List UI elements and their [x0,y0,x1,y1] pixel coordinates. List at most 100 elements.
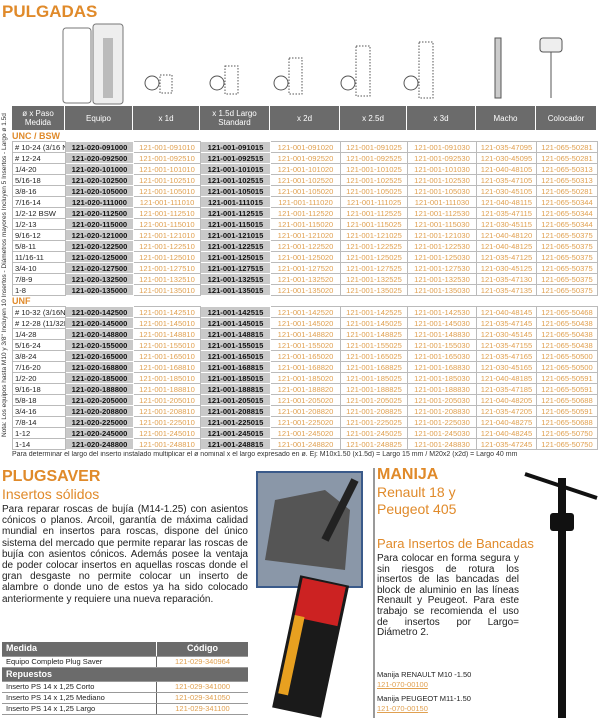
table-row: Inserto PS 14 x 1,25 Mediano 121-029-3410… [2,692,248,704]
insert-3d-image [403,41,434,99]
part-code-macho: 121-030-45145 [476,328,537,340]
part-code-1-5d: 121-001-101015 [200,163,271,175]
manija-renault-code: 121-070-00100 [377,680,428,689]
part-code-macho: 121-040-48185 [476,372,537,384]
part-code-2d: 121-001-092520 [270,152,341,164]
part-code-macho: 121-030-45165 [476,361,537,373]
part-code-equipo: 121-020-245000 [65,427,134,439]
part-code-2d: 121-001-188820 [270,383,341,395]
part-code-2d: 121-001-208820 [270,405,341,417]
part-code-1-5d: 121-001-188815 [200,383,271,395]
part-code-macho: 121-035-47130 [476,273,537,285]
part-code-2-5d: 121-001-115025 [340,218,408,230]
thread-size: 5/16-18 [12,174,66,186]
part-code-2-5d: 121-001-168825 [340,361,408,373]
table-row: # 12-28 (11/32NF)121-020-145000121-001-1… [12,317,598,329]
part-code-3d: 121-001-205030 [407,394,477,406]
unf-table: # 10-32 (3/16NF)121-020-142500121-001-14… [12,306,598,450]
part-code-1-5d: 121-001-165015 [200,350,271,362]
part-code-3d: 121-001-185030 [407,372,477,384]
part-code-2d: 121-001-115020 [270,218,341,230]
part-code-1d: 121-001-155010 [133,339,201,351]
part-code-macho: 121-035-47135 [476,284,537,296]
part-code-2-5d: 121-001-165025 [340,350,408,362]
t-handle-image [524,472,598,718]
part-code-colocador: 121-065-50375 [536,284,598,296]
part-code-2-5d: 121-001-091025 [340,141,408,153]
part-code-colocador: 121-065-50438 [536,328,598,340]
table-row: 1/2-12 BSW 121-020-112500 121-001-112510 12… [12,207,598,219]
part-code-equipo: 121-020-091000 [65,141,134,153]
part-code-2-5d: 121-001-145025 [340,317,408,329]
part-code-colocador: 121-065-50500 [536,350,598,362]
part-code-3d: 121-001-111030 [407,196,477,208]
part-code-3d: 121-001-248830 [407,438,477,450]
spare-code: 121-029-341050 [155,692,248,704]
table-row: 1-8 121-020-135000 121-001-135010 121-001-1… [12,284,598,296]
thread-size: 5/8-18 [12,394,66,406]
part-code-equipo: 121-020-092500 [65,152,134,164]
part-code-2d: 121-001-205020 [270,394,341,406]
part-code-3d: 121-001-208830 [407,405,477,417]
part-code-2-5d: 121-001-142525 [340,306,408,318]
part-code-colocador: 121-065-50375 [536,251,598,263]
thread-size: 1/2-20 [12,372,66,384]
part-code-3d: 121-001-145030 [407,317,477,329]
spares-label: Repuestos [2,667,248,682]
thread-size: # 12-28 (11/32NF) [12,317,66,329]
spare-name: Inserto PS 14 x 1,25 Largo [2,703,157,715]
part-code-colocador: 121-065-50344 [536,218,598,230]
thread-size: 7/8-9 [12,273,66,285]
part-code-2-5d: 121-001-125025 [340,251,408,263]
part-code-equipo: 121-020-105000 [65,185,134,197]
thread-size: 1/2-13 [12,218,66,230]
part-code-1-5d: 121-001-245015 [200,427,271,439]
part-code-2d: 121-001-121020 [270,229,341,241]
thread-size: 1-14 [12,438,66,450]
table-row: Inserto PS 14 x 1,25 Corto 121-029-341000 [2,681,248,693]
part-code-colocador: 121-065-50750 [536,427,598,439]
thread-size: 11/16-11 [12,251,66,263]
thread-size: # 10-32 (3/16NF) [12,306,66,318]
part-code-1d: 121-001-092510 [133,152,201,164]
table-row: 5/16-24 121-020-155000 121-001-155010 121-0… [12,339,598,351]
column-header-2-5d: x 2.5d [340,106,407,130]
part-code-1-5d: 121-001-155015 [200,339,271,351]
part-code-2d: 121-001-132520 [270,273,341,285]
thread-size: 7/16-20 [12,361,66,373]
table-row: 5/8-11 121-020-122500 121-001-122510 121-00… [12,240,598,252]
part-code-2d: 121-001-225020 [270,416,341,428]
part-code-3d: 121-001-091030 [407,141,477,153]
col-medida: Medida [2,642,157,657]
manija-subtitle-1: Renault 18 y [377,484,456,500]
section-label-unc: UNC / BSW [12,131,60,141]
product-illustrations [62,23,563,105]
part-code-1-5d: 121-001-115015 [200,218,271,230]
part-code-macho: 121-040-48245 [476,427,537,439]
part-code-1d: 121-001-245010 [133,427,201,439]
part-code-equipo: 121-020-135000 [65,284,134,296]
column-header-macho: Macho [476,106,536,130]
manija-subtitle-2: Peugeot 405 [377,501,457,517]
part-code-equipo: 121-020-101000 [65,163,134,175]
part-code-1-5d: 121-001-091015 [200,141,271,153]
part-code-2-5d: 121-001-245025 [340,427,408,439]
thread-size: 9/16-18 [12,383,66,395]
part-code-1d: 121-001-111010 [133,196,201,208]
part-code-colocador: 121-065-50750 [536,438,598,450]
table-row: 7/8-9 121-020-132500 121-001-132510 121-001… [12,273,598,285]
thread-size: 1-12 [12,427,66,439]
part-code-1-5d: 121-001-125015 [200,251,271,263]
part-code-3d: 121-001-102530 [407,174,477,186]
part-code-2d: 121-001-142520 [270,306,341,318]
part-code-1d: 121-001-168810 [133,361,201,373]
kit-case-image [62,23,124,105]
part-code-equipo: 121-020-121000 [65,229,134,241]
part-code-2-5d: 121-001-112525 [340,207,408,219]
part-code-1d: 121-001-115010 [133,218,201,230]
part-code-1d: 121-001-148810 [133,328,201,340]
part-code-2-5d: 121-001-225025 [340,416,408,428]
part-code-macho: 121-040-48115 [476,196,537,208]
part-code-colocador: 121-065-50375 [536,229,598,241]
part-code-2d: 121-001-122520 [270,240,341,252]
